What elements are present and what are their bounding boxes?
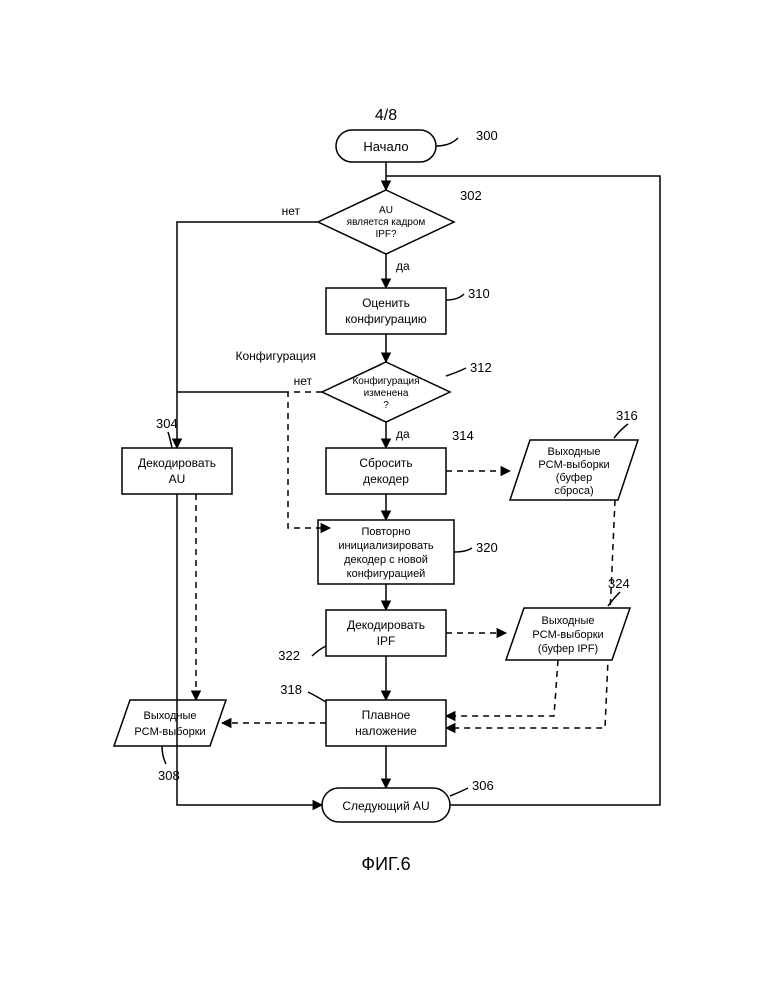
- node-p314: Сбросить декодер: [326, 448, 446, 494]
- p314-l2: декодер: [363, 472, 409, 486]
- edge-304-306: [177, 494, 322, 805]
- dec312-l3: ?: [383, 400, 389, 411]
- node-p320: Повторно инициализировать декодер с ново…: [318, 520, 454, 584]
- ref-320: 320: [476, 540, 498, 555]
- io316-l3: (буфер: [556, 472, 592, 484]
- node-p304: Декодировать AU: [122, 448, 232, 494]
- p314-l1: Сбросить: [359, 456, 412, 470]
- io324-l1: Выходные: [541, 615, 594, 627]
- node-dec302: AU является кадром IPF?: [318, 190, 454, 254]
- dec312-yes: да: [396, 427, 410, 441]
- node-dec312: Конфигурация изменена ?: [322, 362, 450, 422]
- p320-l2: инициализировать: [338, 540, 434, 552]
- p320-l3: декодер с новой: [344, 554, 428, 566]
- ref-314: 314: [452, 428, 474, 443]
- p318-l1: Плавное: [362, 708, 411, 722]
- dec302-l3: IPF?: [375, 229, 397, 240]
- dec302-l1: AU: [379, 205, 393, 216]
- dec302-yes: да: [396, 259, 410, 273]
- node-p310: Оценить конфигурацию: [326, 288, 446, 334]
- ref-300: 300: [476, 128, 498, 143]
- io324-l2: PCM-выборки: [532, 629, 603, 641]
- io324-l3: (буфер IPF): [538, 643, 598, 655]
- ref-310: 310: [468, 286, 490, 301]
- p320-l1: Повторно: [362, 526, 411, 538]
- p322-l1: Декодировать: [347, 618, 425, 632]
- node-io324: Выходные PCM-выборки (буфер IPF): [506, 608, 630, 660]
- next-label: Следующий AU: [342, 799, 429, 813]
- ref-304: 304: [156, 416, 178, 431]
- ref-312: 312: [470, 360, 492, 375]
- p304-l2: AU: [169, 472, 186, 486]
- io316-l2: PCM-выборки: [538, 459, 609, 471]
- p320-l4: конфигурацией: [347, 568, 426, 580]
- dec302-l2: является кадром: [347, 217, 426, 228]
- p304-l1: Декодировать: [138, 456, 216, 470]
- ref-316: 316: [616, 408, 638, 423]
- io308-l2: PCM-выборки: [134, 726, 205, 738]
- dec312-side: Конфигурация: [235, 349, 316, 363]
- ref-318: 318: [280, 682, 302, 697]
- node-io308: Выходные PCM-выборки: [114, 700, 226, 746]
- edge-302no-304: [177, 222, 318, 448]
- node-p318: Плавное наложение: [326, 700, 446, 746]
- edge-312no-320: [288, 392, 330, 528]
- dec302-no: нет: [282, 204, 301, 218]
- p310-l2: конфигурацию: [345, 312, 426, 326]
- node-p322: Декодировать IPF: [326, 610, 446, 656]
- node-start: Начало: [336, 130, 436, 162]
- ref-324: 324: [608, 576, 630, 591]
- p322-l2: IPF: [377, 634, 396, 648]
- p310-l1: Оценить: [362, 296, 410, 310]
- edge-324-318: [446, 660, 558, 716]
- p318-l2: наложение: [355, 724, 417, 738]
- dec312-l1: Конфигурация: [352, 375, 419, 387]
- io316-l1: Выходные: [547, 446, 600, 458]
- dec312-l2: изменена: [364, 388, 409, 399]
- ref-322: 322: [278, 648, 300, 663]
- page-header: 4/8: [375, 107, 397, 124]
- figure-caption: ФИГ.6: [361, 854, 410, 874]
- start-label: Начало: [363, 139, 408, 154]
- ref-302: 302: [460, 188, 482, 203]
- node-io316: Выходные PCM-выборки (буфер сброса): [510, 440, 638, 500]
- io316-l4: сброса): [554, 485, 593, 497]
- dec312-no: нет: [294, 374, 313, 388]
- node-next: Следующий AU: [322, 788, 450, 822]
- ref-306: 306: [472, 778, 494, 793]
- io308-l1: Выходные: [143, 710, 196, 722]
